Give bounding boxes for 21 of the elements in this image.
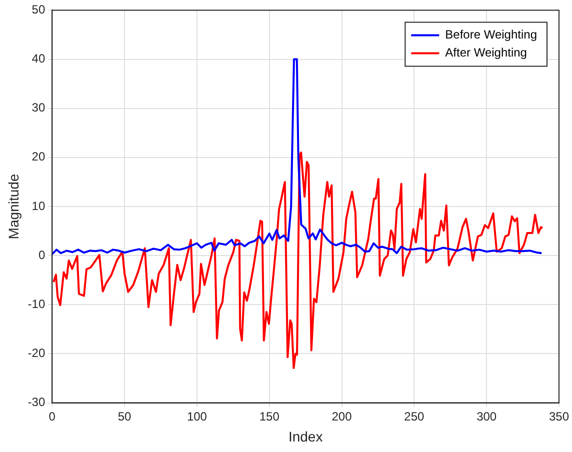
x-tick-label: 100 bbox=[186, 409, 208, 424]
y-tick-label: 50 bbox=[32, 2, 46, 17]
y-tick-label: 30 bbox=[32, 100, 46, 115]
y-tick-label: 20 bbox=[32, 150, 46, 164]
x-axis-title: Index bbox=[288, 428, 323, 444]
y-tick-label: -10 bbox=[28, 296, 46, 311]
x-tick-label: 50 bbox=[118, 409, 132, 424]
y-tick-label: 40 bbox=[32, 52, 46, 66]
x-tick-label: 300 bbox=[476, 409, 497, 424]
x-tick-label: 200 bbox=[332, 409, 352, 424]
legend-label: Before Weighting bbox=[445, 28, 537, 42]
x-tick-label: 250 bbox=[404, 409, 425, 424]
y-tick-label: -30 bbox=[28, 395, 46, 410]
y-tick-label: 10 bbox=[32, 198, 46, 213]
y-tick-label: 0 bbox=[38, 248, 46, 262]
y-axis-title: Magnitude bbox=[5, 174, 22, 240]
legend-label: After Weighting bbox=[445, 46, 527, 60]
x-tick-label: 350 bbox=[548, 409, 570, 424]
y-tick-label: -20 bbox=[28, 346, 46, 360]
x-tick-label: 0 bbox=[48, 409, 56, 424]
x-tick-label: 150 bbox=[259, 409, 280, 424]
